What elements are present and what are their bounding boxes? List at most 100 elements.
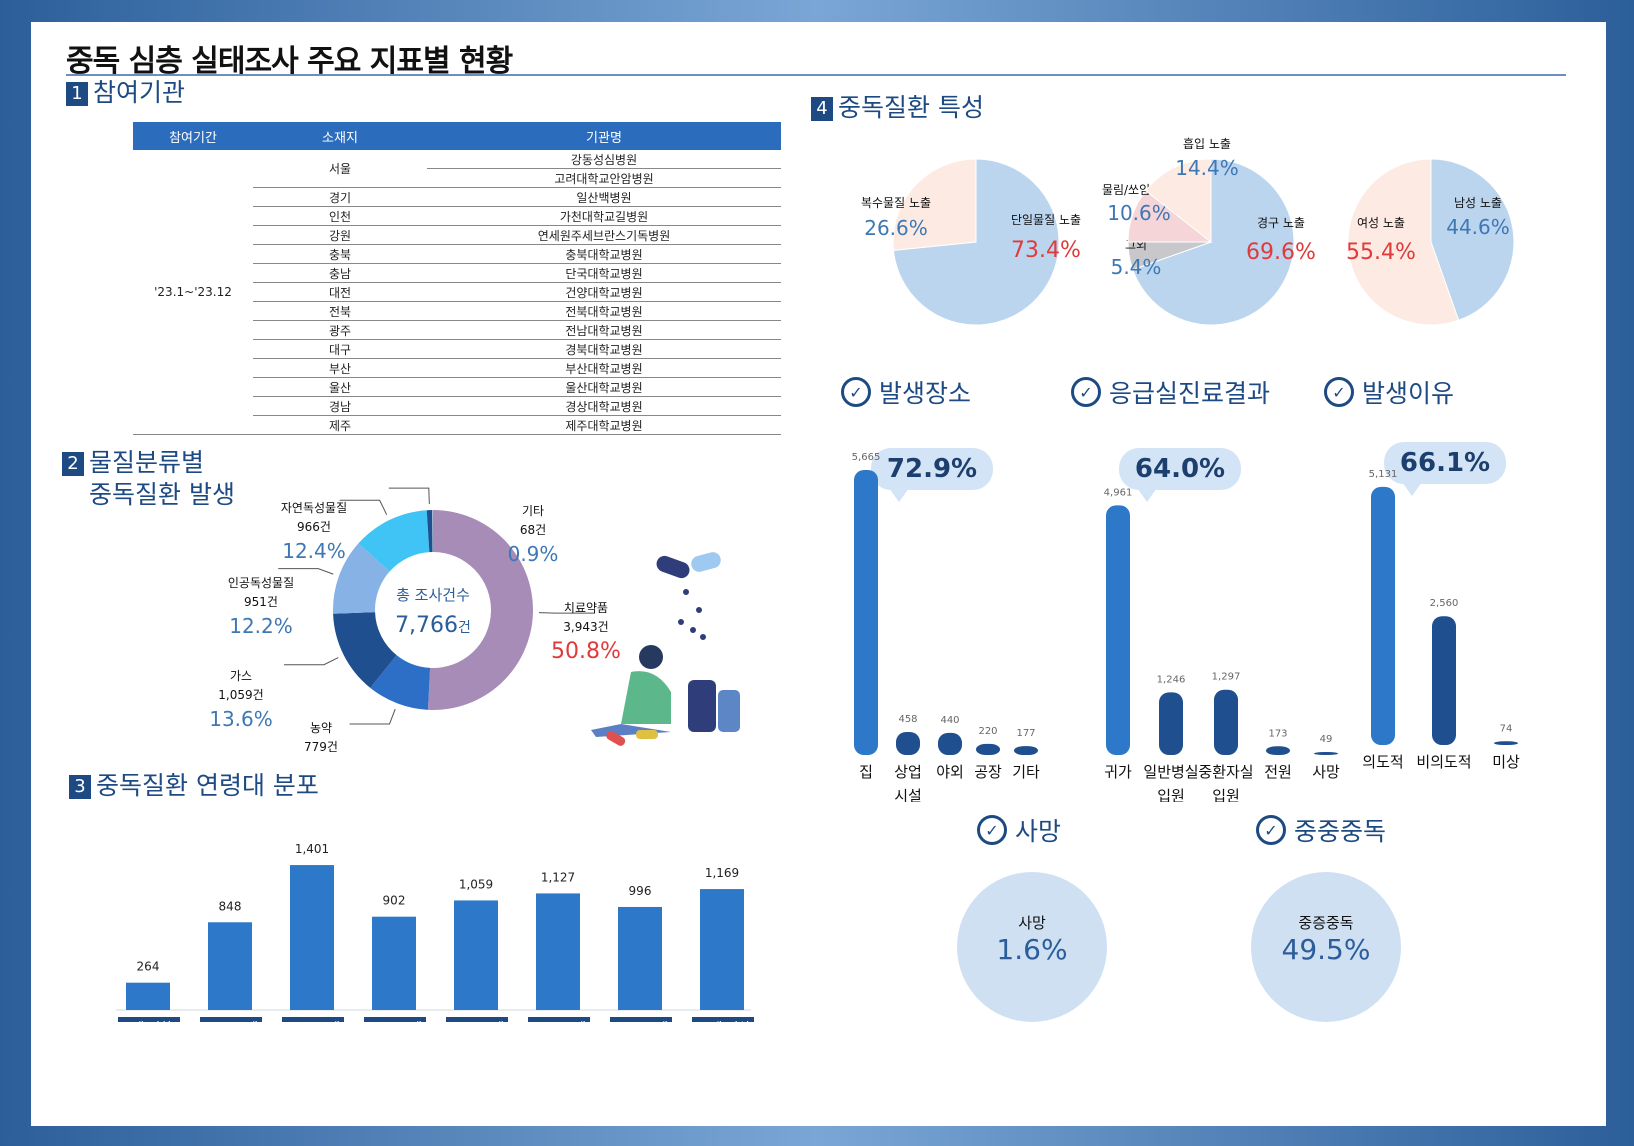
circle-label: 중증중독: [1298, 914, 1354, 932]
bar-value-label: 902: [383, 894, 406, 908]
slice-label: 농약: [310, 720, 332, 735]
outcome-title: 중중중독: [1294, 817, 1387, 846]
bar-value-label: 74: [1500, 723, 1513, 734]
table-row: 인천 가천대학교길병원: [133, 206, 781, 226]
slice-percent: 5.4%: [1111, 255, 1162, 279]
donut-slice: [370, 655, 431, 710]
region-cell: 대전: [253, 282, 427, 302]
category-label: 공장: [974, 763, 1002, 781]
section-2-header: 2 물질분류별 중독질환 발생: [62, 447, 235, 511]
section-title: 중독질환 특성: [838, 93, 984, 122]
region-cell: 전북: [253, 301, 427, 321]
capsule-icon: [606, 730, 626, 746]
slice-percent: 50.8%: [551, 639, 621, 664]
table-row: 경기 일산백병원: [133, 187, 781, 207]
institution-cell: 단국대학교병원: [427, 263, 781, 283]
institution-cell: 전북대학교병원: [427, 301, 781, 321]
chart-title: 발생장소: [879, 379, 972, 408]
bar-value-label: 2,560: [1430, 598, 1459, 609]
bar: [1159, 692, 1183, 755]
leader-line: [349, 708, 396, 725]
institution-cell: 연세원주세브란스기독병원: [427, 225, 781, 245]
bubble-tail: [889, 488, 909, 502]
severe-header: ✓ 중중중독: [1256, 812, 1386, 848]
capsule-icon: [691, 552, 721, 572]
table-row: 제주 제주대학교병원: [133, 415, 781, 435]
table-row: 부산 부산대학교병원: [133, 358, 781, 378]
bubble-tail: [1402, 482, 1422, 496]
slice-percent: 69.6%: [1246, 240, 1316, 265]
age-bar-chart: 264 9세 이하 848 10~19세 1,401 20~29세 902 30~39세 1,0…: [116, 842, 754, 1022]
slice-percent: 44.6%: [1446, 215, 1510, 239]
bottle-icon: [688, 680, 716, 732]
section-title: 중독질환 연령대 분포: [96, 771, 319, 800]
institution-cell: 제주대학교병원: [427, 415, 781, 435]
table-row: 대구 경북대학교병원: [133, 339, 781, 359]
category-label: 야외: [936, 763, 964, 781]
section-title: 물질분류별 중독질환 발생: [89, 448, 235, 509]
bar: [976, 743, 1000, 755]
occurrence-reason-header: ✓ 발생이유: [1324, 374, 1454, 410]
bar: [1494, 741, 1518, 745]
death-header: ✓ 사망: [977, 812, 1061, 848]
bar: [896, 731, 920, 755]
category-label: 집: [859, 763, 873, 781]
bar: [1432, 616, 1456, 745]
check-circle-icon: ✓: [1324, 377, 1354, 407]
category-label: 70세 이상: [694, 1021, 751, 1022]
section-number: 3: [69, 775, 91, 799]
slice-percent: 10.6%: [1107, 201, 1171, 225]
highlight-bubble: 64.0%: [1119, 448, 1241, 502]
capsule-icon: [656, 555, 690, 579]
table-row: 대전 건양대학교병원: [133, 282, 781, 302]
institution-cell: 경상대학교병원: [427, 396, 781, 416]
highlight-bubble: 72.9%: [871, 448, 993, 502]
age-bar: [454, 900, 498, 1010]
region-cell: 울산: [253, 377, 427, 397]
person-icon: [639, 645, 663, 669]
donut-center-value: 7,766건: [395, 613, 471, 638]
highlight-value: 66.1%: [1399, 448, 1491, 478]
category-label: 입원: [1212, 787, 1240, 802]
donut-slice: [427, 510, 533, 710]
table-row: 경남 경상대학교병원: [133, 396, 781, 416]
category-tag: [364, 1017, 426, 1022]
pill-illustration: [591, 552, 740, 746]
category-tag: [446, 1017, 508, 1022]
institution-cell: 일산백병원: [427, 187, 781, 207]
section-number: 4: [811, 97, 833, 121]
category-tag: [200, 1017, 262, 1022]
pill-dot-icon: [690, 627, 696, 633]
pie-slice: [1347, 158, 1460, 326]
bar-value-label: 458: [898, 714, 917, 725]
institution-cell: 건양대학교병원: [427, 282, 781, 302]
table-row: 전북 전북대학교병원: [133, 301, 781, 321]
slice-percent: 12.4%: [282, 539, 346, 563]
table-row: 충남 단국대학교병원: [133, 263, 781, 283]
region-cell: 경기: [253, 187, 427, 207]
section-title: 참여기관: [93, 78, 186, 107]
category-tag: [528, 1017, 590, 1022]
category-label: 시설: [894, 787, 922, 802]
circle-value: 1.6%: [996, 933, 1068, 966]
bar-value-label: 49: [1320, 734, 1333, 745]
check-circle-icon: ✓: [1071, 377, 1101, 407]
table-header: 기관명: [427, 122, 781, 150]
category-label: 입원: [1157, 787, 1185, 802]
chart-title: 발생이유: [1362, 379, 1455, 408]
category-label: 미상: [1492, 753, 1520, 771]
slice-percent: 73.4%: [1011, 238, 1081, 263]
pill-dot-icon: [700, 634, 706, 640]
section-number: 2: [62, 452, 84, 476]
bottle-icon: [718, 690, 740, 732]
donut-slice: [333, 543, 390, 614]
section-number: 1: [66, 82, 88, 106]
highlight-value: 64.0%: [1134, 454, 1226, 484]
region-cell: 충북: [253, 244, 427, 264]
person-body-icon: [621, 671, 671, 724]
slice-count: 68건: [520, 523, 546, 537]
table-header-row: 참여기간 소재지 기관명: [133, 122, 781, 150]
bar-value-label: 1,127: [541, 870, 575, 884]
age-bar: [372, 916, 416, 1010]
